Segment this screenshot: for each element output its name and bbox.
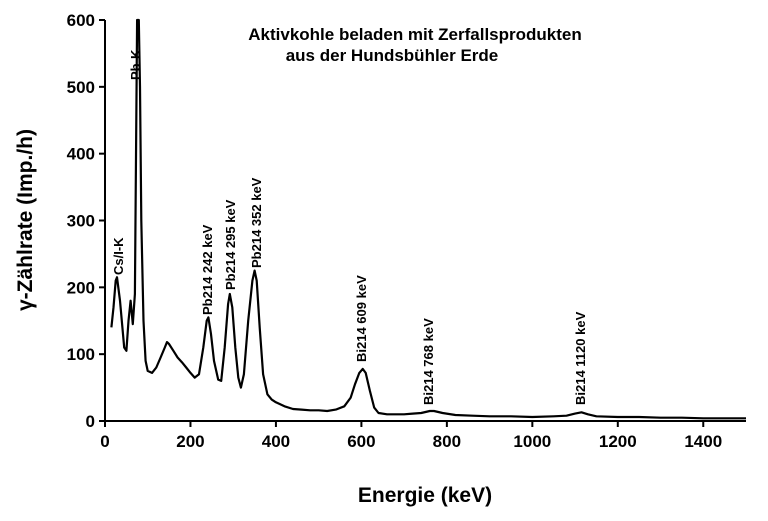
y-axis-label: γ-Zählrate (Imp./h) <box>14 129 37 311</box>
y-tick-label: 500 <box>67 78 95 97</box>
y-tick-label: 600 <box>67 11 95 30</box>
x-tick-label: 200 <box>176 432 204 451</box>
x-tick-label: 1200 <box>599 432 637 451</box>
x-tick-label: 0 <box>100 432 109 451</box>
x-tick-label: 600 <box>347 432 375 451</box>
y-tick-label: 100 <box>67 345 95 364</box>
chart-title: aus der Hundsbühler Erde <box>286 46 499 65</box>
chart-title: Aktivkohle beladen mit Zerfallsprodukten <box>248 25 581 44</box>
peak-annotation: Pb214 242 keV <box>200 224 215 315</box>
y-tick-label: 0 <box>86 412 95 431</box>
y-tick-label: 400 <box>67 145 95 164</box>
x-tick-label: 400 <box>262 432 290 451</box>
x-tick-label: 800 <box>433 432 461 451</box>
peak-annotation: Cs/I-K <box>111 237 126 275</box>
x-tick-label: 1400 <box>684 432 722 451</box>
y-tick-label: 300 <box>67 212 95 231</box>
peak-annotation: Bi214 609 keV <box>354 275 369 362</box>
peak-annotation: Pb-K <box>128 49 143 80</box>
y-tick-label: 200 <box>67 278 95 297</box>
spectrum-line <box>110 18 746 420</box>
peak-annotation: Bi214 1120 keV <box>573 311 588 405</box>
x-axis-label: Energie (keV) <box>358 484 492 507</box>
x-tick-label: 1000 <box>513 432 551 451</box>
peak-annotation: Pb214 352 keV <box>249 177 264 268</box>
peak-annotation: Bi214 768 keV <box>421 318 436 405</box>
peak-annotation: Pb214 295 keV <box>223 199 238 290</box>
